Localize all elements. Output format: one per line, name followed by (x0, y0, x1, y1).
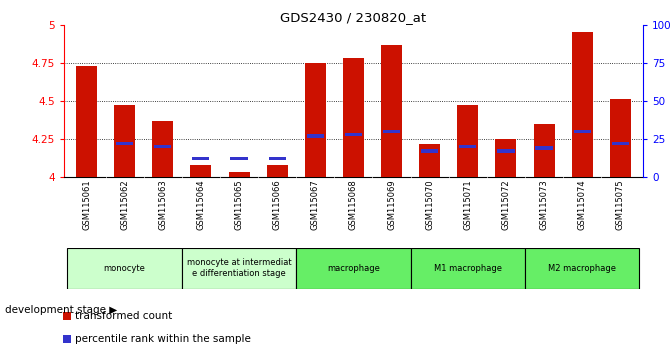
Text: GSM115069: GSM115069 (387, 179, 396, 230)
Text: GSM115074: GSM115074 (578, 179, 587, 230)
Bar (495, 139, 517, 177)
Bar (419, 143, 440, 177)
Bar (76, 66, 97, 177)
Text: M2 macrophage: M2 macrophage (548, 264, 616, 273)
Bar (458, 105, 478, 177)
Text: development stage ▶: development stage ▶ (5, 305, 117, 315)
Text: GSM115073: GSM115073 (539, 179, 549, 230)
Bar (459, 145, 476, 148)
Bar (182, 248, 296, 289)
Bar (190, 165, 212, 177)
Bar (381, 45, 402, 177)
Text: GSM115071: GSM115071 (464, 179, 472, 230)
Text: transformed count: transformed count (75, 312, 172, 321)
Bar (154, 145, 172, 148)
Bar (307, 134, 324, 138)
Text: GSM115065: GSM115065 (234, 179, 243, 230)
Text: M1 macrophage: M1 macrophage (433, 264, 502, 273)
Bar (574, 130, 591, 133)
Bar (612, 142, 629, 145)
Text: monocyte at intermediat
e differentiation stage: monocyte at intermediat e differentiatio… (187, 258, 291, 278)
Bar (411, 248, 525, 289)
Text: GSM115066: GSM115066 (273, 179, 281, 230)
Bar (497, 149, 515, 153)
Title: GDS2430 / 230820_at: GDS2430 / 230820_at (280, 11, 427, 24)
Bar (572, 32, 593, 177)
Text: GSM115072: GSM115072 (501, 179, 511, 230)
Bar (535, 147, 553, 150)
Bar (63, 335, 71, 343)
Bar (114, 105, 135, 177)
Text: percentile rank within the sample: percentile rank within the sample (75, 334, 251, 344)
Bar (383, 130, 400, 133)
Bar (152, 121, 174, 177)
Text: GSM115061: GSM115061 (82, 179, 91, 230)
Bar (533, 124, 555, 177)
Bar (343, 58, 364, 177)
Bar (269, 157, 285, 160)
Bar (192, 157, 210, 160)
Bar (421, 149, 438, 153)
Bar (116, 142, 133, 145)
Bar (228, 172, 249, 177)
Text: GSM115063: GSM115063 (158, 179, 168, 230)
Bar (230, 157, 248, 160)
Bar (296, 248, 411, 289)
Bar (305, 63, 326, 177)
Bar (267, 165, 287, 177)
Text: macrophage: macrophage (327, 264, 380, 273)
Bar (525, 248, 639, 289)
Bar (63, 312, 71, 320)
Bar (610, 99, 631, 177)
Text: GSM115070: GSM115070 (425, 179, 434, 230)
Text: GSM115064: GSM115064 (196, 179, 206, 230)
Text: GSM115075: GSM115075 (616, 179, 625, 230)
Bar (345, 133, 362, 136)
Bar (68, 248, 182, 289)
Text: GSM115067: GSM115067 (311, 179, 320, 230)
Text: GSM115062: GSM115062 (120, 179, 129, 230)
Text: monocyte: monocyte (104, 264, 145, 273)
Text: GSM115068: GSM115068 (349, 179, 358, 230)
